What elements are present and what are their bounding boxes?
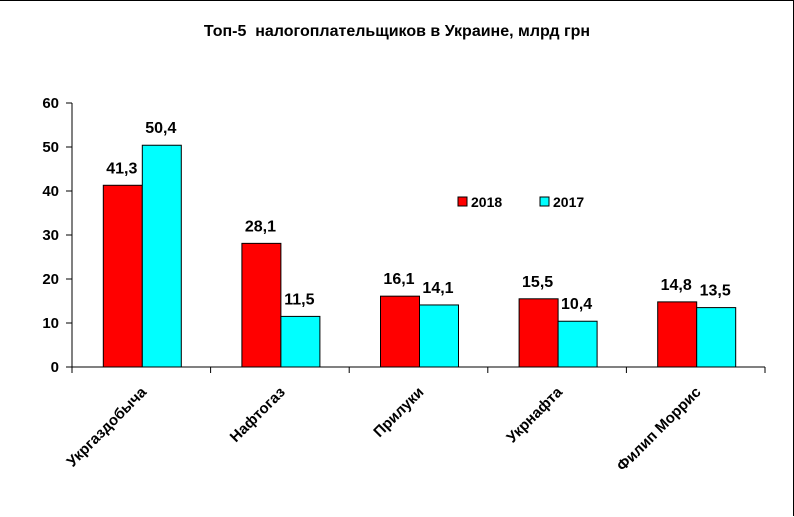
bar-2017-4 — [557, 320, 598, 368]
x-category-label: Укрнафта — [503, 383, 566, 446]
y-tick-label: 20 — [42, 271, 59, 288]
bar-2018-5 — [657, 301, 698, 368]
data-label-2017-3: 14,1 — [422, 280, 453, 297]
bar-2018-2 — [241, 242, 282, 368]
bar-2018-1 — [102, 184, 143, 368]
data-label-2018-3: 16,1 — [383, 271, 414, 288]
x-category-label: Укргаздобыча — [64, 383, 151, 470]
data-label-2017-5: 13,5 — [700, 283, 731, 300]
chart-title: Топ-5 налогоплательщиков в Украине, млрд… — [203, 23, 591, 40]
data-label-2017-2: 11,5 — [284, 291, 314, 308]
data-label-2017-4: 10,4 — [561, 296, 592, 313]
bar-2017-3 — [419, 304, 459, 368]
bar-2017-1 — [141, 144, 182, 368]
bar-2017-2 — [280, 315, 321, 368]
legend-swatch-2018 — [457, 196, 468, 207]
legend-label-2018: 2018 — [471, 194, 502, 210]
legend-swatch-2017 — [539, 196, 550, 207]
data-label-2018-5: 14,8 — [661, 277, 692, 294]
y-tick-label: 10 — [42, 315, 59, 332]
data-label-2018-4: 15,5 — [522, 274, 553, 291]
x-category-label: Нафтогаз — [227, 384, 289, 446]
legend-label-2017: 2017 — [553, 194, 584, 210]
y-tick-label: 50 — [42, 139, 59, 156]
y-tick-label: 60 — [42, 95, 59, 112]
y-tick-label: 40 — [42, 183, 59, 200]
x-category-label: Прилуки — [370, 384, 427, 441]
y-tick-label: 0 — [51, 359, 59, 376]
bar-2018-3 — [380, 295, 420, 368]
data-label-2018-2: 28,1 — [245, 218, 276, 235]
data-label-2017-1: 50,4 — [145, 120, 176, 137]
data-label-2018-1: 41,3 — [106, 160, 137, 177]
y-tick-label: 30 — [42, 227, 59, 244]
x-category-label: Филип Моррис — [614, 384, 705, 475]
bar-2017-5 — [696, 307, 737, 368]
bar-2018-4 — [518, 298, 559, 368]
